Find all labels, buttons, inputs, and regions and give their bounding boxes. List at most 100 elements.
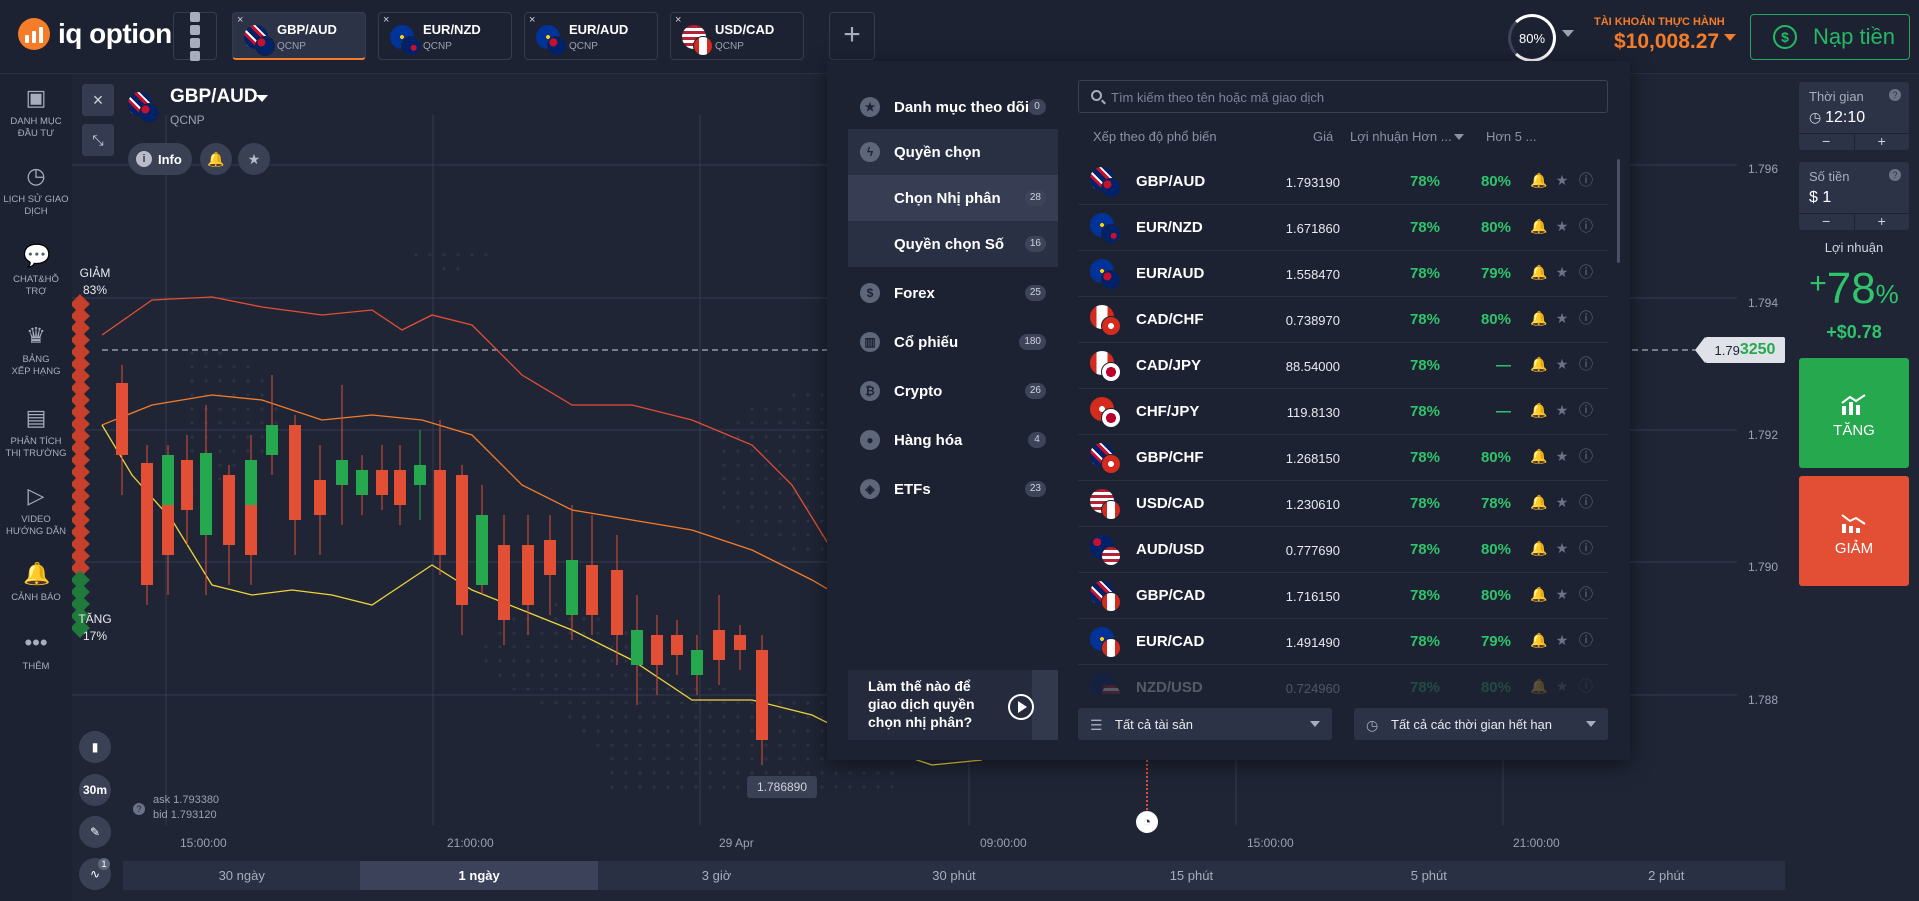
- category-forex[interactable]: $ Forex 25: [848, 271, 1058, 315]
- bell-icon[interactable]: 🔔: [1530, 218, 1548, 234]
- chart-type-icon[interactable]: ▮: [79, 731, 111, 763]
- asset-tab-eur-nzd[interactable]: × EUR/NZD QCNP: [378, 12, 512, 60]
- sidebar-item-more[interactable]: ••• THÊM: [0, 630, 72, 673]
- category-etfs[interactable]: ◈ ETFs 23: [848, 467, 1058, 511]
- more-5-column-header[interactable]: Hơn 5 ...: [1486, 129, 1537, 144]
- call-up-button[interactable]: TĂNG: [1799, 358, 1909, 468]
- time-plus-button[interactable]: +: [1853, 134, 1910, 150]
- info-icon[interactable]: ⓘ: [1579, 172, 1593, 188]
- info-icon[interactable]: ⓘ: [1579, 218, 1593, 234]
- tutorial-video-card[interactable]: Làm thế nào để giao dịch quyền chọn nhị …: [848, 670, 1058, 740]
- profit-column-header[interactable]: Lợi nhuận Hơn ...: [1350, 129, 1452, 144]
- sidebar-item-leaderboard[interactable]: ♛ BẢNG XẾP HẠNG: [0, 323, 72, 378]
- asset-search[interactable]: [1078, 80, 1608, 113]
- category-digital-options[interactable]: Quyền chọn Số 16: [848, 221, 1058, 267]
- info-icon[interactable]: ⓘ: [1579, 494, 1593, 510]
- bell-icon[interactable]: 🔔: [1530, 356, 1548, 372]
- timeframe-5-minutes[interactable]: 5 phút: [1410, 868, 1447, 883]
- timeframe-15-minutes[interactable]: 15 phút: [1169, 868, 1214, 883]
- category-commodities[interactable]: ● Hàng hóa 4: [848, 418, 1058, 462]
- star-icon[interactable]: ★: [1555, 678, 1569, 694]
- candle-timeframe-button[interactable]: 30m: [79, 774, 111, 806]
- category-binary-options[interactable]: Chọn Nhị phân 28: [848, 175, 1058, 221]
- bell-icon[interactable]: 🔔: [1530, 172, 1548, 188]
- timeframe-3-hours[interactable]: 3 giờ: [701, 868, 732, 883]
- asset-tab-gbp-aud[interactable]: × GBP/AUD QCNP: [232, 12, 366, 60]
- account-type-label[interactable]: TÀI KHOẢN THỰC HÀNH: [1594, 16, 1725, 28]
- expiry-time-field[interactable]: Thời gian ? ◷ 12:10 − +: [1799, 82, 1909, 150]
- info-icon[interactable]: ⓘ: [1579, 540, 1593, 556]
- chevron-down-icon[interactable]: [1724, 34, 1736, 41]
- search-input[interactable]: [1111, 87, 1591, 107]
- star-icon[interactable]: ★: [1555, 448, 1569, 464]
- sidebar-item-market-analysis[interactable]: ▤ PHÂN TÍCH THỊ TRƯỜNG: [0, 405, 72, 460]
- star-icon[interactable]: ★: [1555, 172, 1569, 188]
- info-icon[interactable]: ⓘ: [1579, 356, 1593, 372]
- asset-row[interactable]: CHF/JPY 119.8130 78% — 🔔 ★ ⓘ: [1078, 389, 1608, 435]
- help-icon[interactable]: ?: [1889, 169, 1901, 181]
- bell-icon[interactable]: 🔔: [1530, 264, 1548, 280]
- bell-icon[interactable]: 🔔: [1530, 540, 1548, 556]
- chevron-down-icon[interactable]: [1562, 30, 1574, 37]
- collapse-icon[interactable]: ⤡: [82, 124, 114, 156]
- category-crypto[interactable]: ₿ Crypto 26: [848, 369, 1058, 413]
- put-down-button[interactable]: GIẢM: [1799, 476, 1909, 586]
- bell-icon[interactable]: 🔔: [200, 143, 232, 175]
- asset-grid-button[interactable]: [173, 11, 217, 61]
- bell-icon[interactable]: 🔔: [1530, 448, 1548, 464]
- time-minus-button[interactable]: −: [1822, 133, 1831, 149]
- help-icon[interactable]: ?: [1889, 89, 1901, 101]
- close-tab-icon[interactable]: ×: [237, 14, 244, 26]
- deposit-button[interactable]: $ Nạp tiền: [1750, 14, 1910, 60]
- star-icon[interactable]: ★: [1555, 402, 1569, 418]
- close-tab-icon[interactable]: ×: [529, 14, 536, 26]
- category-options[interactable]: ϟ Quyền chọn: [848, 129, 1058, 175]
- amount-plus-button[interactable]: +: [1853, 214, 1910, 230]
- star-icon[interactable]: ★: [238, 143, 270, 175]
- play-icon[interactable]: [1008, 694, 1034, 720]
- star-icon[interactable]: ★: [1555, 218, 1569, 234]
- asset-row[interactable]: EUR/AUD 1.558470 78% 79% 🔔 ★ ⓘ: [1078, 251, 1608, 297]
- asset-list-scrollbar[interactable]: [1617, 159, 1620, 263]
- info-icon[interactable]: ⓘ: [1579, 678, 1593, 694]
- sidebar-item-chat-support[interactable]: 💬 CHAT&HỖ TRỢ: [0, 243, 72, 298]
- amount-field[interactable]: Số tiền ? $ 1 − +: [1799, 162, 1909, 230]
- asset-row[interactable]: CAD/CHF 0.738970 78% 80% 🔔 ★ ⓘ: [1078, 297, 1608, 343]
- asset-row[interactable]: EUR/NZD 1.671860 78% 80% 🔔 ★ ⓘ: [1078, 205, 1608, 251]
- info-icon[interactable]: ⓘ: [1579, 586, 1593, 602]
- bell-icon[interactable]: 🔔: [1530, 678, 1548, 694]
- category-watchlist[interactable]: ★ Danh mục theo dõi 0: [848, 85, 1058, 129]
- bell-icon[interactable]: 🔔: [1530, 632, 1548, 648]
- bell-icon[interactable]: 🔔: [1530, 586, 1548, 602]
- info-icon[interactable]: ⓘ: [1579, 632, 1593, 648]
- amount-minus-button[interactable]: −: [1822, 213, 1831, 229]
- help-icon[interactable]: ?: [133, 803, 145, 815]
- sidebar-item-video-tutorials[interactable]: ▷ VIDEO HƯỚNG DẪN: [0, 483, 72, 538]
- category-stocks[interactable]: ▥ Cổ phiếu 180: [848, 320, 1058, 364]
- asset-row[interactable]: NZD/USD 0.724960 78% 80% 🔔 ★ ⓘ: [1078, 665, 1608, 694]
- asset-row[interactable]: GBP/AUD 1.793190 78% 80% 🔔 ★ ⓘ: [1078, 159, 1608, 205]
- bell-icon[interactable]: 🔔: [1530, 310, 1548, 326]
- chevron-down-icon[interactable]: [256, 95, 268, 102]
- expiry-filter-select[interactable]: ◷ Tất cả các thời gian hết hạn: [1354, 708, 1608, 740]
- star-icon[interactable]: ★: [1555, 310, 1569, 326]
- price-column-header[interactable]: Giá: [1313, 129, 1334, 144]
- amount-value[interactable]: $ 1: [1809, 189, 1832, 206]
- timeframe-2-minutes[interactable]: 2 phút: [1648, 868, 1685, 883]
- timeframe-30-days[interactable]: 30 ngày: [218, 868, 265, 883]
- progress-ring[interactable]: 80%: [1508, 14, 1556, 62]
- close-tab-icon[interactable]: ×: [675, 14, 682, 26]
- info-icon[interactable]: ⓘ: [1579, 448, 1593, 464]
- star-icon[interactable]: ★: [1555, 264, 1569, 280]
- pencil-icon[interactable]: ✎: [79, 816, 111, 848]
- sidebar-item-trade-history[interactable]: ◷ LỊCH SỬ GIAO DỊCH: [0, 163, 72, 218]
- asset-row[interactable]: GBP/CAD 1.716150 78% 80% 🔔 ★ ⓘ: [1078, 573, 1608, 619]
- asset-row[interactable]: EUR/CAD 1.491490 78% 79% 🔔 ★ ⓘ: [1078, 619, 1608, 665]
- iq-option-logo[interactable]: iq option: [18, 18, 172, 50]
- info-icon[interactable]: ⓘ: [1579, 264, 1593, 280]
- sidebar-item-portfolio[interactable]: ▣ DANH MỤC ĐẦU TƯ: [0, 85, 72, 140]
- sort-column-header[interactable]: Xếp theo độ phổ biến: [1093, 129, 1217, 144]
- sidebar-item-alerts[interactable]: 🔔 CẢNH BÁO: [0, 561, 72, 604]
- asset-filter-select[interactable]: ☰ Tất cả tài sản: [1078, 708, 1332, 740]
- bell-icon[interactable]: 🔔: [1530, 402, 1548, 418]
